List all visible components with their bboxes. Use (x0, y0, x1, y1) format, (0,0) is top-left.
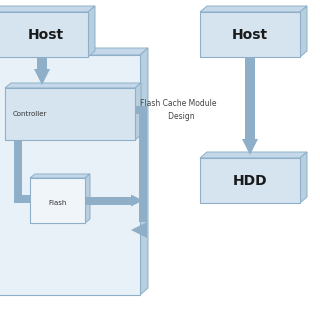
Text: Flash: Flash (48, 199, 67, 205)
Bar (135, 106, 147, 114)
Bar (85, 196, 131, 204)
Bar (139, 114, 147, 222)
Bar (5, 88, 135, 140)
Text: Host: Host (232, 28, 268, 42)
Bar (200, 12, 300, 57)
Bar (30, 178, 85, 223)
Polygon shape (30, 174, 90, 178)
Bar (200, 158, 300, 203)
Polygon shape (140, 48, 148, 295)
Polygon shape (131, 195, 143, 206)
Bar (14, 140, 22, 195)
Polygon shape (300, 152, 307, 203)
Bar (37, 57, 47, 69)
Polygon shape (131, 222, 147, 238)
Bar (245, 57, 255, 139)
Bar (14, 195, 59, 203)
Polygon shape (200, 152, 307, 158)
Text: Flash Cache Module
   Design: Flash Cache Module Design (140, 99, 216, 121)
Polygon shape (5, 83, 141, 88)
Text: HDD: HDD (233, 173, 267, 188)
Polygon shape (85, 174, 90, 223)
Bar (0, 55, 140, 295)
Polygon shape (0, 48, 148, 55)
Polygon shape (135, 83, 141, 140)
Polygon shape (200, 6, 307, 12)
Text: Host: Host (28, 28, 64, 42)
Polygon shape (45, 195, 70, 210)
Polygon shape (88, 6, 95, 57)
Polygon shape (300, 6, 307, 57)
Polygon shape (34, 69, 50, 85)
Polygon shape (242, 139, 258, 155)
Text: Controller: Controller (13, 111, 47, 117)
Polygon shape (0, 6, 95, 12)
Bar (0, 12, 88, 57)
